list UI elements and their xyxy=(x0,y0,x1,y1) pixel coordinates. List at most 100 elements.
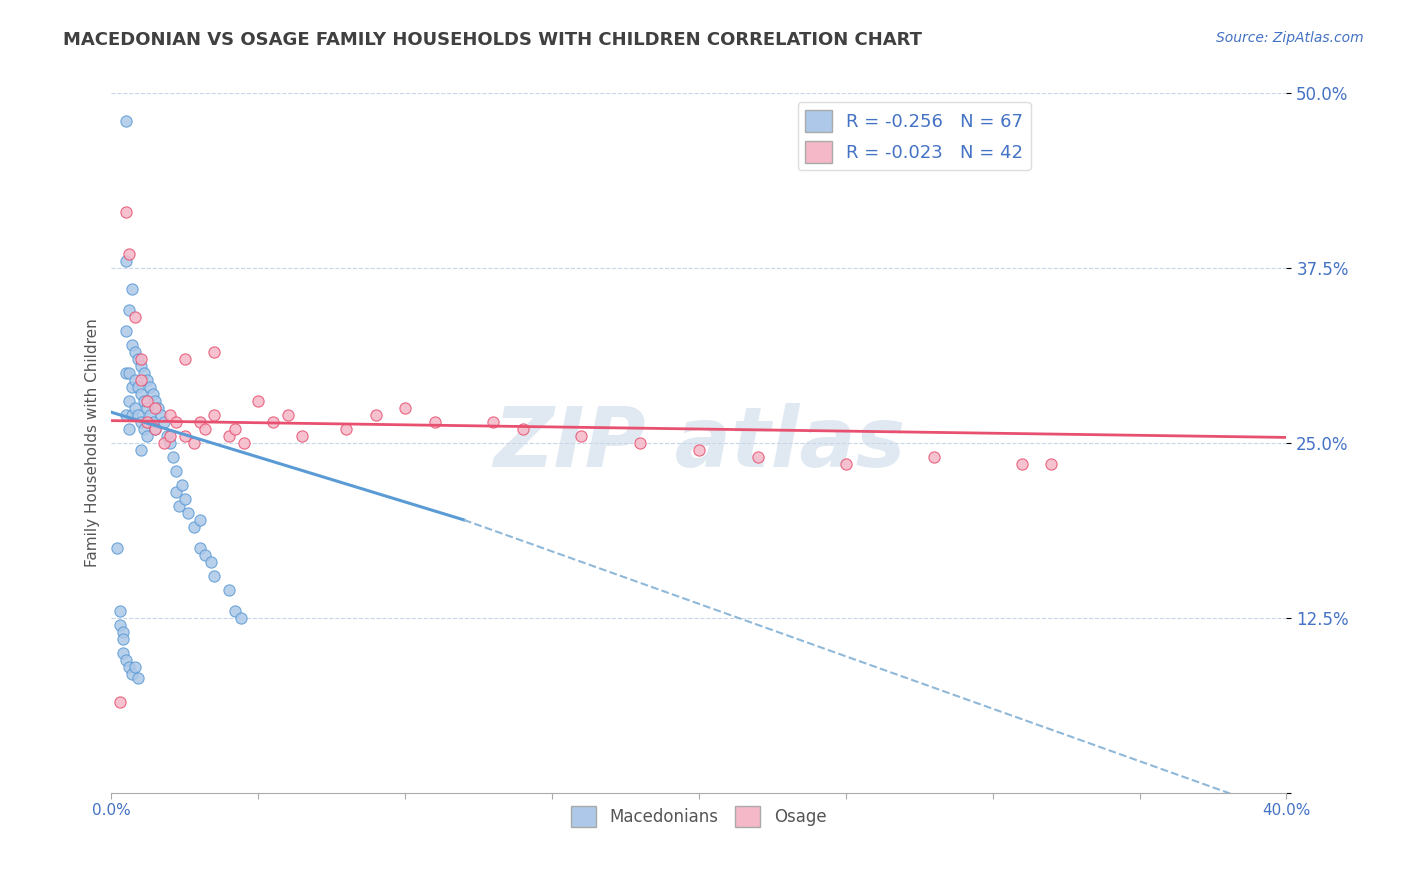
Point xyxy=(1011,457,1033,471)
Point xyxy=(512,422,534,436)
Point xyxy=(129,442,152,457)
Point xyxy=(335,422,357,436)
Point xyxy=(145,394,167,409)
Point xyxy=(118,366,141,380)
Point xyxy=(194,548,217,562)
Point xyxy=(135,394,157,409)
Point xyxy=(173,352,195,367)
Point xyxy=(105,541,128,555)
Point xyxy=(218,429,240,443)
Point xyxy=(835,457,858,471)
Point xyxy=(262,415,284,429)
Point xyxy=(135,401,157,415)
Point xyxy=(364,408,387,422)
Point xyxy=(145,401,167,415)
Point xyxy=(202,345,225,359)
Point xyxy=(141,415,163,429)
Point xyxy=(170,478,193,492)
Point xyxy=(135,429,157,443)
Point xyxy=(232,436,254,450)
Point xyxy=(218,582,240,597)
Point xyxy=(628,436,651,450)
Point xyxy=(132,394,155,409)
Point xyxy=(571,429,593,443)
Point xyxy=(118,394,141,409)
Point xyxy=(127,408,149,422)
Point xyxy=(118,422,141,436)
Point xyxy=(165,464,187,478)
Point xyxy=(747,450,769,464)
Point xyxy=(183,436,205,450)
Point xyxy=(110,695,132,709)
Point xyxy=(173,429,195,443)
Point xyxy=(188,541,211,555)
Text: Source: ZipAtlas.com: Source: ZipAtlas.com xyxy=(1216,31,1364,45)
Point xyxy=(129,352,152,367)
Point xyxy=(229,611,252,625)
Point xyxy=(159,436,181,450)
Point xyxy=(138,380,160,394)
Point xyxy=(127,352,149,367)
Point xyxy=(132,422,155,436)
Point xyxy=(224,422,246,436)
Point xyxy=(1040,457,1063,471)
Point xyxy=(922,450,945,464)
Point xyxy=(132,366,155,380)
Point xyxy=(110,617,132,632)
Point xyxy=(129,359,152,373)
Point xyxy=(118,247,141,261)
Point xyxy=(153,436,176,450)
Point xyxy=(121,282,143,296)
Point xyxy=(200,555,222,569)
Point xyxy=(110,604,132,618)
Point xyxy=(121,666,143,681)
Point xyxy=(121,408,143,422)
Point xyxy=(482,415,505,429)
Point xyxy=(121,338,143,352)
Point xyxy=(224,604,246,618)
Point xyxy=(277,408,299,422)
Point xyxy=(247,394,270,409)
Point xyxy=(112,632,135,646)
Point xyxy=(115,653,138,667)
Y-axis label: Family Households with Children: Family Households with Children xyxy=(86,318,100,567)
Point xyxy=(167,499,190,513)
Point xyxy=(127,380,149,394)
Point xyxy=(183,520,205,534)
Point xyxy=(115,366,138,380)
Point xyxy=(129,415,152,429)
Legend: Macedonians, Osage: Macedonians, Osage xyxy=(565,799,834,833)
Point xyxy=(115,114,138,128)
Point xyxy=(115,408,138,422)
Point xyxy=(138,408,160,422)
Point xyxy=(118,660,141,674)
Point xyxy=(124,373,146,387)
Point xyxy=(112,624,135,639)
Point xyxy=(115,205,138,219)
Point xyxy=(150,408,173,422)
Point xyxy=(423,415,446,429)
Point xyxy=(177,506,200,520)
Point xyxy=(173,491,195,506)
Point xyxy=(148,401,170,415)
Point xyxy=(145,422,167,436)
Point xyxy=(159,408,181,422)
Point xyxy=(135,373,157,387)
Point xyxy=(124,660,146,674)
Point xyxy=(129,373,152,387)
Point xyxy=(162,450,184,464)
Point xyxy=(165,485,187,500)
Point xyxy=(188,415,211,429)
Point xyxy=(153,415,176,429)
Point xyxy=(121,380,143,394)
Point xyxy=(141,387,163,401)
Point xyxy=(202,569,225,583)
Text: MACEDONIAN VS OSAGE FAMILY HOUSEHOLDS WITH CHILDREN CORRELATION CHART: MACEDONIAN VS OSAGE FAMILY HOUSEHOLDS WI… xyxy=(63,31,922,49)
Point xyxy=(194,422,217,436)
Point xyxy=(115,254,138,268)
Point xyxy=(394,401,416,415)
Point xyxy=(291,429,314,443)
Point xyxy=(202,408,225,422)
Text: ZIP atlas: ZIP atlas xyxy=(494,402,905,483)
Point xyxy=(135,415,157,429)
